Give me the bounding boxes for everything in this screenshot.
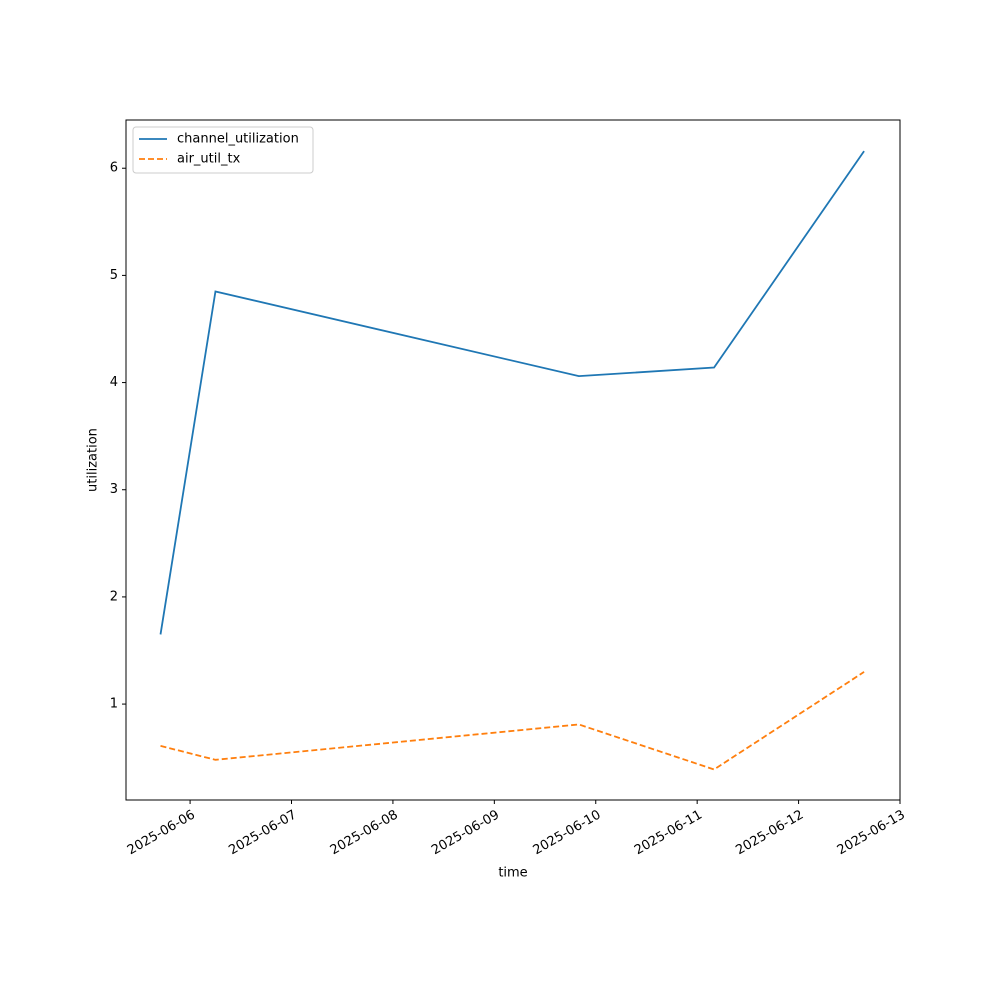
legend-label: air_util_tx bbox=[177, 152, 241, 167]
plot-frame bbox=[125, 119, 901, 801]
y-tick-label: 1 bbox=[110, 697, 118, 712]
line-series bbox=[159, 150, 865, 635]
line-series bbox=[160, 671, 865, 771]
y-tick-label: 6 bbox=[110, 161, 118, 176]
x-axis-label: time bbox=[498, 866, 527, 881]
y-axis-label: utilization bbox=[86, 428, 101, 492]
y-tick-label: 3 bbox=[110, 482, 118, 497]
legend-box bbox=[132, 126, 314, 174]
y-tick-label: 2 bbox=[110, 589, 118, 604]
y-tick-label: 5 bbox=[110, 268, 118, 283]
y-tick-label: 4 bbox=[110, 375, 118, 390]
legend-label: channel_utilization bbox=[177, 132, 299, 147]
